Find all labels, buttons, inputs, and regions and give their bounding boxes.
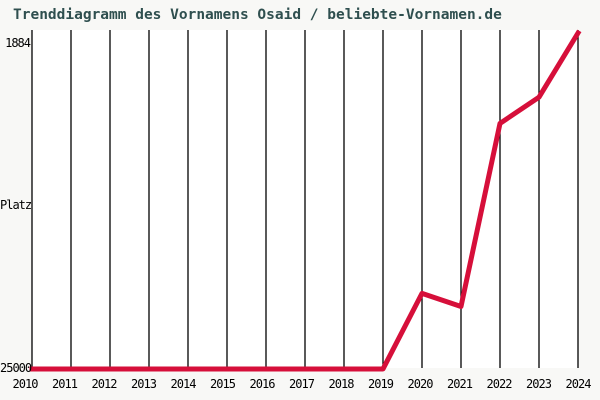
x-axis-tick-label-2014: 2014 (170, 377, 197, 391)
x-axis-tick-label-2017: 2017 (289, 377, 315, 391)
y-axis-tick-label-best-rank: 1884 (5, 36, 31, 50)
x-axis-tick-label-2020: 2020 (407, 377, 434, 391)
x-axis-tick-label-2021: 2021 (447, 377, 473, 391)
x-axis-tick-label-2016: 2016 (249, 377, 276, 391)
y-axis-tick-label-worst-rank: 25000 (0, 361, 32, 375)
x-axis-tick-label-2024: 2024 (565, 377, 592, 391)
trend-line (29, 29, 582, 372)
x-axis-tick-label-2013: 2013 (131, 377, 157, 391)
x-axis-tick-label-2011: 2011 (52, 377, 78, 391)
x-axis-tick-label-2012: 2012 (91, 377, 118, 391)
y-axis-title: Platz (0, 198, 32, 212)
x-axis-tick-label-2019: 2019 (368, 377, 394, 391)
x-axis-tick-label-2015: 2015 (210, 377, 236, 391)
x-axis-tick-label-2023: 2023 (526, 377, 552, 391)
x-axis-tick-label-2010: 2010 (12, 377, 39, 391)
chart-title: Trenddiagramm des Vornamens Osaid / beli… (13, 7, 502, 23)
x-axis-tick-label-2022: 2022 (486, 377, 513, 391)
x-axis-tick-label-2018: 2018 (328, 377, 355, 391)
